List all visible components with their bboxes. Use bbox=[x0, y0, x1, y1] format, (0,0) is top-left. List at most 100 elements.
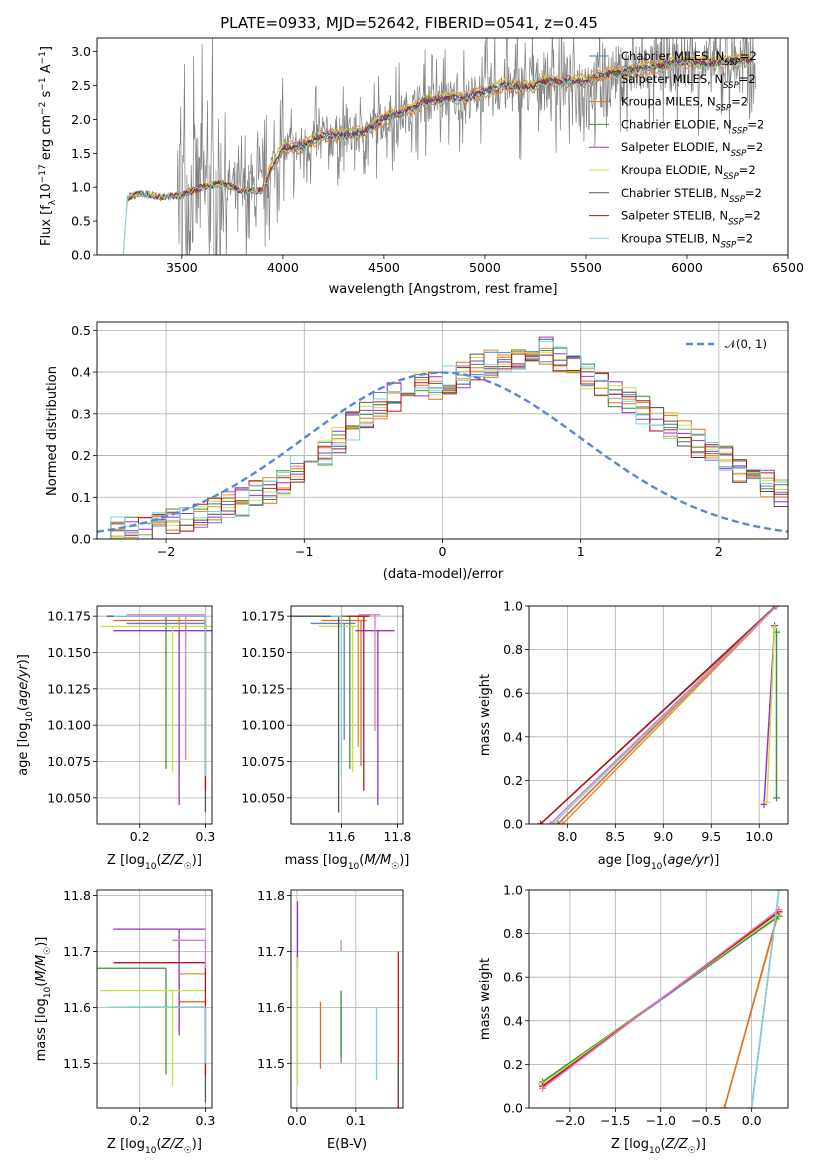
x-tick-label: 0.2 bbox=[130, 1113, 150, 1128]
error-bar-point bbox=[113, 615, 207, 791]
weight-marker bbox=[748, 1104, 756, 1108]
y-tick-label: 10.150 bbox=[241, 645, 285, 660]
y-tick-label: 0.3 bbox=[71, 406, 91, 421]
weight-series bbox=[772, 628, 780, 802]
axes-frame bbox=[528, 889, 789, 1109]
legend-label: Salpeter STELIB, NSSP=2 bbox=[621, 209, 761, 228]
weight-series bbox=[748, 890, 783, 1108]
error-bar-point bbox=[358, 614, 381, 731]
y-tick-label: 1.0 bbox=[71, 180, 91, 195]
plot-area bbox=[537, 606, 780, 824]
x-axis-label: (data-model)/error bbox=[383, 567, 504, 582]
error-bar-point bbox=[321, 619, 367, 766]
error-bar-point bbox=[113, 619, 207, 766]
residual-histogram bbox=[97, 341, 788, 539]
y-tick-label: 0.1 bbox=[71, 490, 91, 505]
x-tick-label: −1.5 bbox=[600, 1113, 630, 1128]
x-axis-label: E(B-V) bbox=[327, 1137, 367, 1152]
legend-label: Salpeter MILES, NSSP=2 bbox=[621, 72, 756, 91]
x-tick-label: 8.5 bbox=[605, 829, 625, 844]
y-axis-label: Normed distribution bbox=[45, 366, 60, 496]
legend-label: Chabrier STELIB, NSSP=2 bbox=[621, 186, 762, 205]
y-tick-label: 0.0 bbox=[503, 1101, 523, 1116]
weight-marker bbox=[772, 606, 780, 610]
y-axis-label: Flux [fλ10−17 erg cm−2 s−1 A−1] bbox=[38, 46, 58, 246]
y-tick-label: 0.8 bbox=[503, 642, 523, 657]
y-tick-label: 2.5 bbox=[71, 78, 91, 93]
x-tick-label: 2 bbox=[715, 544, 723, 559]
error-bar-point bbox=[100, 989, 206, 1086]
y-tick-label: 10.100 bbox=[241, 718, 285, 733]
error-bar-point bbox=[113, 630, 212, 806]
weight-marker bbox=[775, 906, 783, 914]
error-bar-point bbox=[120, 615, 206, 769]
error-bar-point bbox=[347, 615, 370, 791]
weight-marker bbox=[772, 794, 780, 802]
plot-area bbox=[97, 336, 788, 539]
x-axis-label: wavelength [Angstrom, rest frame] bbox=[329, 282, 558, 297]
error-bar-point bbox=[106, 615, 207, 813]
y-axis-label: mass [log10(M/M☉)] bbox=[34, 937, 53, 1062]
error-bar-point bbox=[113, 1006, 207, 1103]
y-tick-label: 11.7 bbox=[257, 944, 285, 959]
weight-line bbox=[542, 909, 780, 1089]
axes-frame bbox=[96, 889, 213, 1109]
y-tick-label: 11.8 bbox=[63, 888, 91, 903]
weight-line bbox=[766, 627, 776, 803]
y-axis-label: mass weight bbox=[478, 958, 493, 1040]
error-bar-point bbox=[113, 615, 207, 777]
axes-frame bbox=[96, 605, 213, 825]
x-tick-label: 5500 bbox=[570, 260, 602, 275]
y-tick-label: 10.050 bbox=[241, 790, 285, 805]
y-tick-label: 11.6 bbox=[257, 1000, 285, 1015]
error-bar-point bbox=[178, 1001, 206, 1030]
x-tick-label: 0.1 bbox=[346, 1113, 366, 1128]
x-tick-label: −1.0 bbox=[646, 1113, 676, 1128]
x-tick-label: 11.8 bbox=[383, 829, 411, 844]
legend-label: Chabrier ELODIE, NSSP=2 bbox=[621, 117, 764, 136]
weight-marker bbox=[537, 820, 545, 824]
error-bar-point bbox=[97, 967, 167, 1075]
x-tick-label: 4500 bbox=[368, 260, 400, 275]
y-tick-label: 10.150 bbox=[47, 645, 91, 660]
y-tick-label: 0.5 bbox=[71, 323, 91, 338]
axes-frame bbox=[96, 37, 789, 256]
y-tick-label: 10.175 bbox=[241, 609, 285, 624]
legend-label: Kroupa ELODIE, NSSP=2 bbox=[621, 163, 756, 182]
weight-marker bbox=[546, 820, 554, 824]
plot-area bbox=[291, 614, 395, 813]
x-axis-label: mass [log10(M/M☉)] bbox=[285, 853, 410, 872]
plot-area bbox=[97, 928, 207, 1103]
y-axis-label: mass weight bbox=[478, 674, 493, 756]
error-bar-point bbox=[100, 625, 212, 772]
x-tick-label: 0.3 bbox=[195, 829, 215, 844]
x-tick-label: 8.0 bbox=[557, 829, 577, 844]
axes-frame bbox=[290, 889, 404, 1109]
normal-curve bbox=[97, 371, 788, 533]
weight-line bbox=[549, 606, 778, 824]
axes-frame bbox=[528, 605, 789, 825]
x-axis-label: Z [log10(Z/Z☉)] bbox=[107, 1137, 202, 1156]
weight-marker bbox=[775, 890, 783, 894]
weight-series bbox=[537, 606, 780, 824]
y-tick-label: 0.2 bbox=[503, 1057, 523, 1072]
weight-marker bbox=[763, 798, 771, 806]
y-tick-label: 0.0 bbox=[503, 817, 523, 832]
x-tick-label: 6000 bbox=[671, 260, 703, 275]
y-tick-label: 0.0 bbox=[71, 248, 91, 263]
x-tick-label: −2.0 bbox=[555, 1113, 585, 1128]
y-tick-label: 10.175 bbox=[47, 609, 91, 624]
legend-label: Salpeter ELODIE, NSSP=2 bbox=[621, 140, 763, 159]
x-tick-label: 3500 bbox=[166, 260, 198, 275]
x-axis-label: Z [log10(Z/Z☉)] bbox=[611, 1137, 706, 1156]
y-tick-label: 10.100 bbox=[47, 718, 91, 733]
weight-series bbox=[763, 624, 779, 806]
plot-area bbox=[123, 38, 756, 255]
legend-label: Kroupa STELIB, NSSP=2 bbox=[621, 231, 753, 250]
x-tick-label: 9.5 bbox=[701, 829, 721, 844]
y-tick-label: 1.0 bbox=[503, 599, 523, 614]
x-tick-label: 5000 bbox=[469, 260, 501, 275]
x-tick-label: 0.0 bbox=[287, 1113, 307, 1128]
plot-area bbox=[296, 901, 399, 1108]
model-spectrum bbox=[123, 59, 755, 255]
